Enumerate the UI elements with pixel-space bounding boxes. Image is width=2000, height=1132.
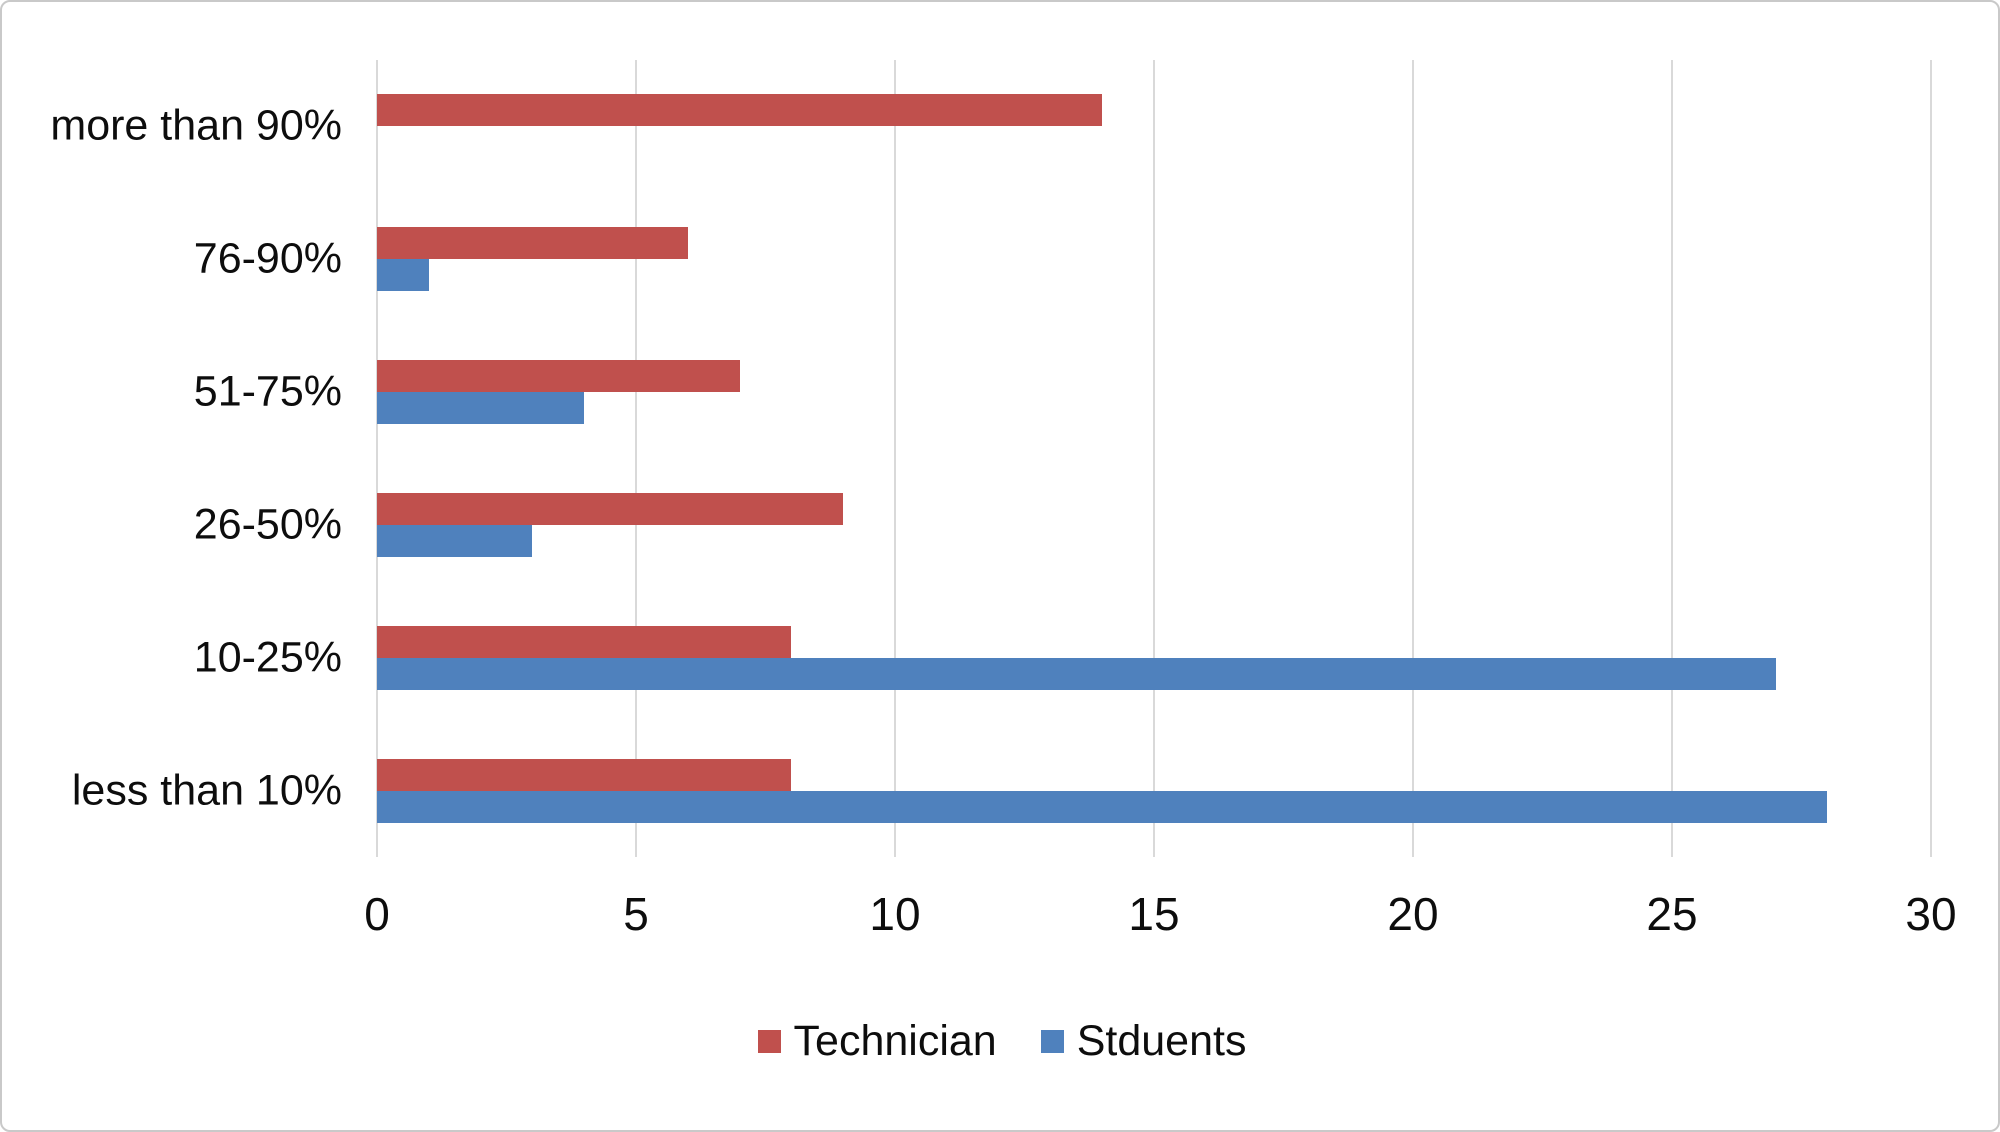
bar-stduents-4 (377, 657, 1776, 690)
plot-area (376, 60, 1932, 857)
bar-technician-0 (377, 94, 1103, 127)
x-tick-label-0: 0 (364, 888, 390, 940)
x-tick-label-5: 5 (623, 888, 649, 940)
bar-technician-5 (377, 758, 792, 791)
gridline-x-20 (1412, 60, 1414, 857)
legend-item-technician: Technician (757, 1017, 997, 1066)
gridline-x-0 (376, 60, 378, 857)
category-label-1: 76-90% (193, 234, 342, 283)
legend-marker-icon (1040, 1030, 1064, 1053)
gridline-x-10 (894, 60, 896, 857)
x-tick-label-30: 30 (1905, 888, 1957, 940)
bar-technician-4 (377, 625, 792, 658)
x-tick-label-25: 25 (1646, 888, 1698, 940)
bar-stduents-2 (377, 392, 585, 425)
x-tick-label-10: 10 (869, 888, 921, 940)
gridline-x-5 (635, 60, 637, 857)
bar-stduents-5 (377, 790, 1828, 823)
category-label-3: 26-50% (193, 500, 342, 549)
legend-item-stduents: Stduents (1040, 1017, 1247, 1066)
legend-marker-icon (757, 1030, 781, 1053)
x-tick-label-15: 15 (1128, 888, 1180, 940)
gridline-x-15 (1153, 60, 1155, 857)
category-label-5: less than 10% (71, 766, 342, 815)
gridline-x-30 (1930, 60, 1932, 857)
y-axis-category-labels: more than 90% 76-90% 51-75% 26-50% 10-25% les… (2, 60, 352, 857)
x-axis-tick-labels: 0 5 10 15 20 25 30 (364, 887, 1956, 957)
legend-label: Stduents (1076, 1017, 1247, 1065)
legend-label: Technician (793, 1017, 997, 1065)
chart-legend: Technician Stduents (2, 1017, 1998, 1066)
category-label-4: 10-25% (193, 633, 342, 682)
bar-stduents-3 (377, 524, 533, 557)
gridline-x-25 (1671, 60, 1673, 857)
category-label-2: 51-75% (193, 367, 342, 416)
bar-technician-1 (377, 227, 688, 260)
x-tick-label-20: 20 (1387, 888, 1439, 940)
bar-stduents-1 (377, 259, 429, 292)
bar-technician-2 (377, 360, 740, 393)
bar-technician-3 (377, 492, 844, 525)
category-label-0: more than 90% (50, 101, 342, 150)
